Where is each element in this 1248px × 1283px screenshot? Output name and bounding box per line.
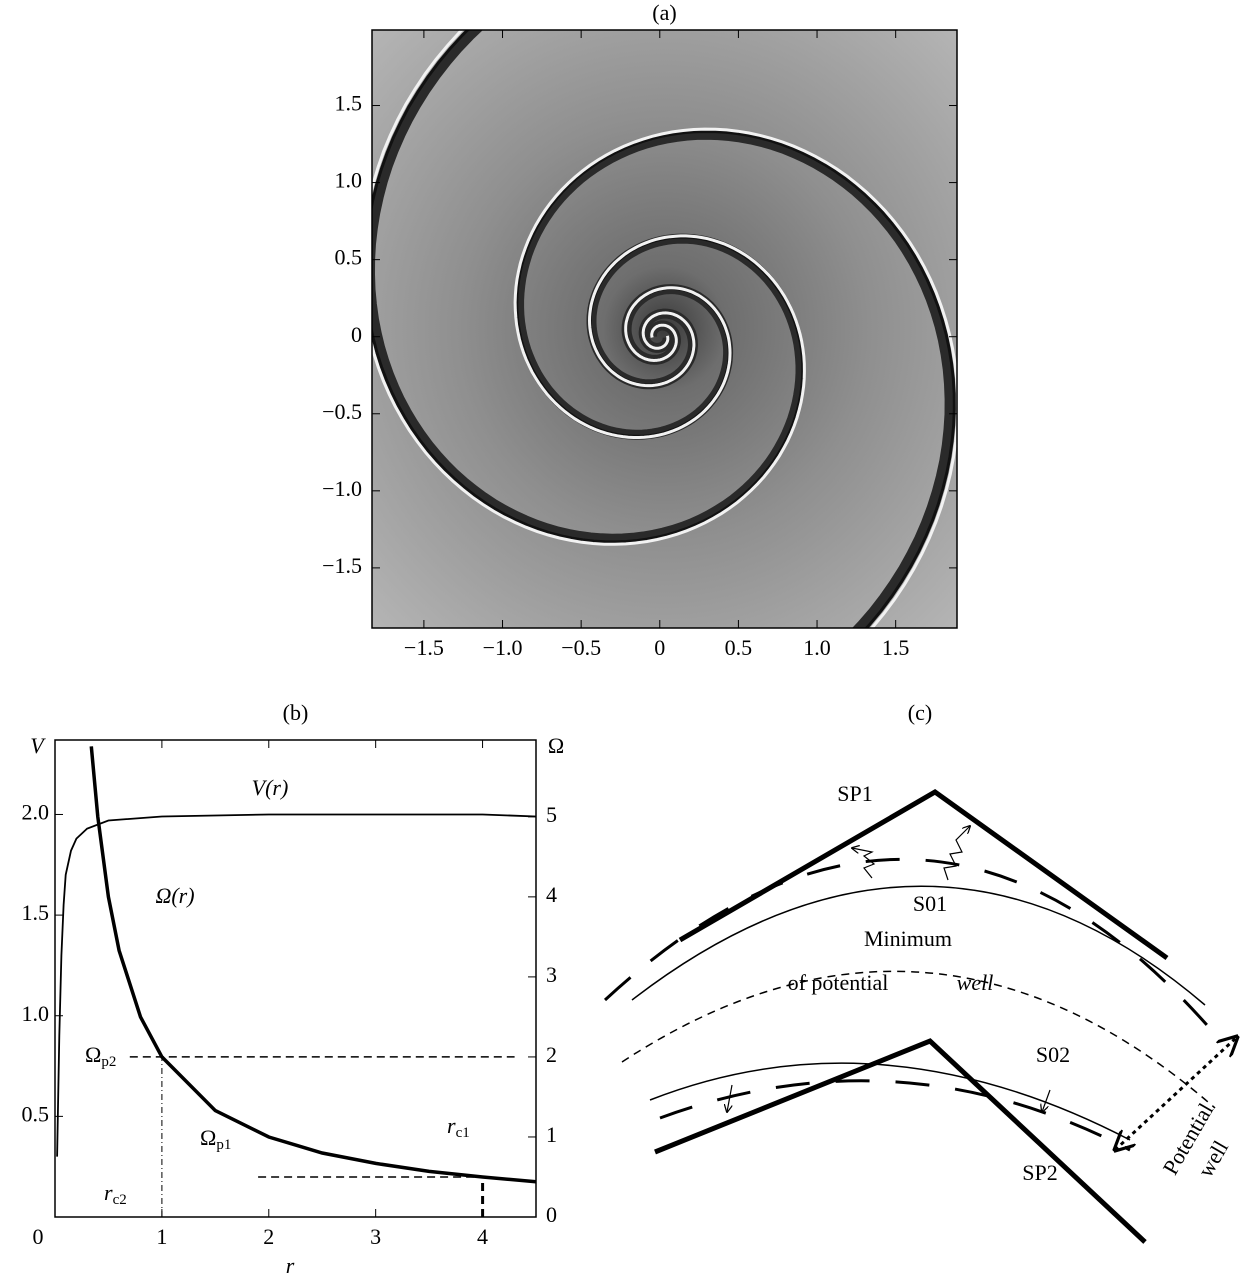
annotation-subscript: p2 <box>101 1054 116 1070</box>
sp2-line <box>654 1038 1147 1244</box>
s01-arc <box>631 885 1206 1006</box>
y-axis-label: V <box>30 733 46 758</box>
series-label: Ω(r) <box>155 883 194 908</box>
y-tick-label: −1.0 <box>322 476 362 501</box>
x-tick-label: 0.5 <box>725 635 753 660</box>
y2-tick-label: 2 <box>546 1042 557 1067</box>
y2-tick-label: 1 <box>546 1122 557 1147</box>
annotation: Ωp1 <box>200 1125 231 1153</box>
y2-tick-label: 4 <box>546 882 557 907</box>
series-line <box>56 813 537 1157</box>
x-tick-label: 1.5 <box>882 635 910 660</box>
diagram-label: of potential <box>788 970 889 995</box>
y2-tick-label: 0 <box>546 1202 557 1227</box>
zigzag-arrow <box>852 848 876 879</box>
plot-frame <box>54 739 537 1218</box>
annotation-symbol: r <box>104 1180 113 1205</box>
y-tick-label: 2.0 <box>22 800 50 825</box>
diagram-label: SP1 <box>837 781 872 806</box>
diagram-label: SP2 <box>1022 1160 1057 1185</box>
y2-tick-label: 3 <box>546 962 557 987</box>
annotation: Ωp2 <box>85 1042 116 1070</box>
y-tick-label: 0 <box>351 322 362 347</box>
x-tick-label: 1.0 <box>803 635 831 660</box>
y-tick-label: −0.5 <box>322 399 362 424</box>
well-arc <box>621 970 1216 1109</box>
annotation-subscript: p1 <box>216 1137 231 1153</box>
annotation-symbol: r <box>447 1113 456 1138</box>
well-width-arrow <box>1115 1037 1237 1150</box>
diagram-label: well <box>957 970 994 995</box>
x-tick-label: 3 <box>370 1224 381 1249</box>
x-tick-label: 1 <box>156 1224 167 1249</box>
x-tick-label: 4 <box>477 1224 488 1249</box>
x-tick-label: 2 <box>263 1224 274 1249</box>
s02-arc <box>649 1062 1131 1141</box>
y2-tick-label: 5 <box>546 802 557 827</box>
y-tick-label: 1.0 <box>22 1001 50 1026</box>
diagram-label: S01 <box>913 891 947 916</box>
annotation-subscript: c1 <box>456 1125 470 1141</box>
chart-title: (a) <box>652 0 676 25</box>
spiral-arm <box>513 127 957 628</box>
y-tick-label: 1.5 <box>22 900 50 925</box>
y-tick-label: −1.5 <box>322 553 362 578</box>
x-tick-label: 0 <box>654 635 665 660</box>
spiral-arm <box>372 30 806 546</box>
diagram <box>603 789 1237 1244</box>
annotation-symbol: Ω <box>200 1125 216 1150</box>
x-axis-label: r <box>286 1253 295 1278</box>
diagram-label: S02 <box>1036 1042 1070 1067</box>
y2-axis-label: Ω <box>548 733 564 758</box>
y-tick-label: 0.5 <box>335 245 363 270</box>
annotation: rc1 <box>447 1113 470 1141</box>
spiral-image <box>372 30 957 628</box>
series-label: V(r) <box>252 775 289 800</box>
annotation: rc2 <box>104 1180 127 1208</box>
arrow <box>727 1084 733 1112</box>
y-tick-label: 0.5 <box>22 1101 50 1126</box>
x-tick-label: −0.5 <box>561 635 601 660</box>
annotation-symbol: Ω <box>85 1042 101 1067</box>
arrow <box>1042 1089 1051 1112</box>
diagram-label: Minimum <box>864 926 952 951</box>
diagram-title: (c) <box>908 700 932 725</box>
lower-dash-arc <box>659 1079 1131 1152</box>
x-tick-label: −1.5 <box>404 635 444 660</box>
x-tick-label: 0 <box>33 1224 44 1249</box>
annotation-subscript: c2 <box>113 1192 127 1208</box>
series-line <box>89 746 537 1184</box>
zigzag-arrow <box>943 826 970 881</box>
chart-title: (b) <box>283 700 309 725</box>
y-tick-label: 1.5 <box>335 91 363 116</box>
plot-frame <box>371 29 958 629</box>
x-tick-label: −1.0 <box>483 635 523 660</box>
y-tick-label: 1.0 <box>335 168 363 193</box>
